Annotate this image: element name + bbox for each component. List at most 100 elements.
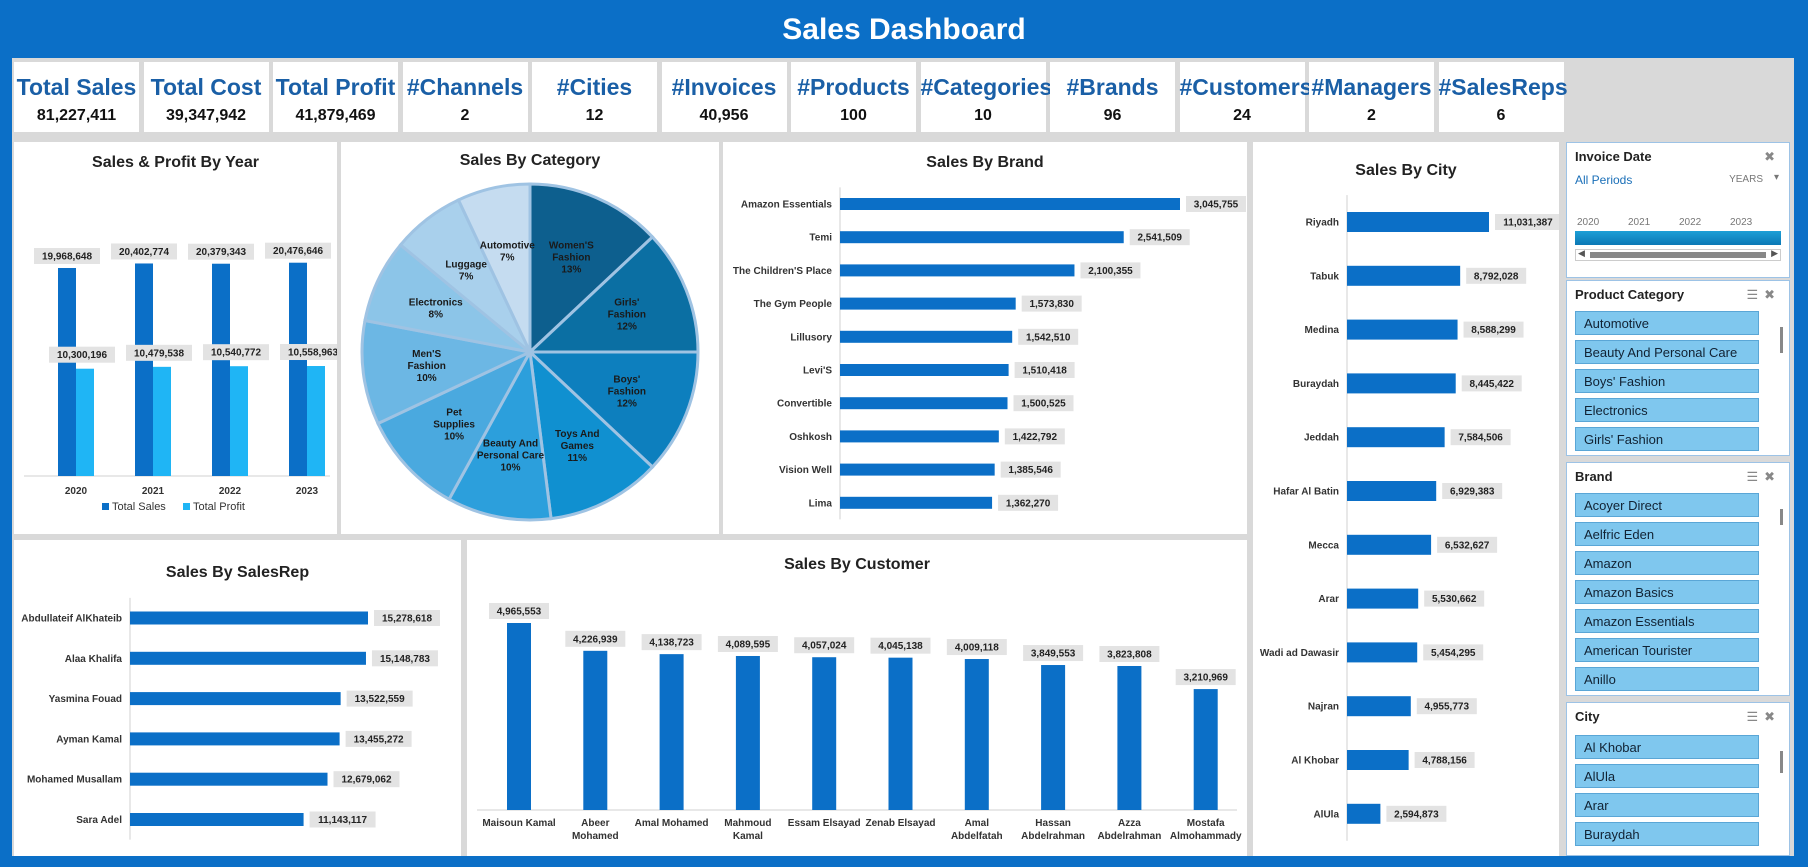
bar-total-sales	[135, 263, 153, 476]
bar	[130, 651, 366, 665]
all-periods-label: All Periods	[1575, 173, 1633, 187]
data-label: 2,541,509	[1137, 233, 1182, 244]
kpi-value: 40,956	[699, 107, 749, 124]
bar	[812, 657, 837, 810]
data-label: 1,385,546	[1008, 465, 1053, 476]
data-label: 20,476,646	[273, 246, 323, 257]
multi-select-icon[interactable]: ☰✖	[1746, 287, 1781, 302]
data-label-bg	[641, 634, 702, 651]
invoice-date-slicer[interactable]: Invoice Date ✖ All Periods YEARS ▾ 2020 2…	[1566, 142, 1790, 278]
bar	[130, 772, 328, 786]
chevron-down-icon[interactable]: ▾	[1773, 172, 1779, 183]
slicer-item[interactable]: Acoyer Direct	[1575, 493, 1759, 517]
data-label-bg	[1023, 645, 1084, 662]
multi-select-icon[interactable]: ☰✖	[1746, 709, 1781, 724]
kpi-value: 96	[1103, 107, 1122, 124]
slicer-item[interactable]: Amazon Basics	[1575, 580, 1759, 604]
slicer-item[interactable]: Beauty And Personal Care	[1575, 340, 1759, 364]
x-tick-label: Amal	[965, 818, 990, 829]
bar	[1347, 481, 1437, 501]
slicer-item[interactable]: Buraydah	[1575, 822, 1759, 846]
x-tick-label: 2022	[219, 486, 242, 497]
bar	[1117, 665, 1142, 810]
kpi-label: #Products	[797, 74, 910, 100]
city-slicer[interactable]: City ☰✖ Al Khobar AlUla Arar Buraydah	[1566, 702, 1790, 856]
x-tick-label: Mohamed	[572, 831, 619, 842]
bar-total-profit	[230, 366, 248, 476]
slicer-scrollbar[interactable]	[1780, 327, 1783, 353]
data-label: 1,500,525	[1021, 399, 1066, 410]
timeline-bar[interactable]	[1575, 231, 1781, 245]
bar	[1347, 373, 1456, 394]
slicer-item[interactable]: Amazon	[1575, 551, 1759, 575]
data-label: 5,530,662	[1432, 594, 1477, 605]
pie-slice	[456, 182, 532, 353]
sales-by-category-chart: Women'SFashion13%Girls'Fashion12%Boys'Fa…	[360, 182, 700, 522]
legend-swatch-total-sales	[102, 503, 109, 510]
slicer-item[interactable]: Automotive	[1575, 311, 1759, 335]
x-tick-label: Kamal	[733, 831, 763, 842]
bar-total-profit	[307, 366, 325, 476]
slicer-item[interactable]: Al Khobar	[1575, 735, 1759, 759]
x-tick-label: Azza	[1118, 818, 1141, 829]
slicer-item[interactable]: Girls' Fashion	[1575, 427, 1759, 451]
bar	[507, 623, 531, 810]
slicer-scrollbar[interactable]	[1780, 751, 1783, 773]
slicer-item[interactable]: AlUla	[1575, 764, 1759, 788]
data-label: 3,045,755	[1194, 200, 1239, 211]
bar	[1347, 803, 1381, 824]
slicer-item[interactable]: Electronics	[1575, 398, 1759, 422]
data-label: 8,445,422	[1469, 379, 1514, 390]
data-label-bg	[1424, 590, 1485, 607]
bar	[840, 463, 995, 476]
slicer-item[interactable]: Anillo	[1575, 667, 1759, 691]
time-level-select[interactable]: YEARS	[1729, 174, 1763, 185]
kpi-label: Total Profit	[275, 74, 396, 100]
data-label: 6,532,627	[1445, 540, 1490, 551]
x-tick-label: Abdelfatah	[951, 831, 1003, 842]
y-tick-label: Sara Adel	[76, 815, 122, 826]
slice-label: 13%	[561, 264, 581, 275]
data-label: 10,479,538	[134, 348, 184, 359]
slicer-scrollbar[interactable]	[1780, 509, 1783, 525]
multi-select-icon[interactable]: ☰✖	[1746, 469, 1781, 484]
data-label-bg	[188, 243, 254, 260]
data-label-bg	[794, 637, 855, 654]
data-label-bg	[1013, 395, 1074, 412]
clear-filter-icon[interactable]: ✖	[1764, 149, 1781, 164]
data-label-bg	[1004, 428, 1065, 445]
slice-label: Girls'	[614, 298, 639, 309]
sales-by-customer-chart: 4,965,553 Maisoun Kamal 4,226,939 Abeer Moha…	[477, 603, 1242, 842]
product-category-slicer[interactable]: Product Category ☰✖ Automotive Beauty And…	[1566, 280, 1790, 456]
y-tick-label: Arar	[1318, 594, 1339, 605]
data-label-bg	[203, 344, 269, 361]
scroll-thumb[interactable]	[1590, 252, 1766, 258]
scroll-right-icon[interactable]: ▶	[1771, 248, 1778, 258]
x-tick-label: 2021	[142, 486, 165, 497]
scroll-left-icon[interactable]: ◀	[1578, 248, 1585, 258]
slicer-item[interactable]: Arar	[1575, 793, 1759, 817]
slicer-item[interactable]: Aelfric Eden	[1575, 522, 1759, 546]
kpi-value: 10	[974, 107, 992, 124]
data-label: 4,089,595	[726, 639, 771, 650]
slicer-item[interactable]: American Tourister	[1575, 638, 1759, 662]
data-label: 20,379,343	[196, 247, 246, 258]
data-label-bg	[126, 344, 192, 361]
x-tick-label: Abdelrahman	[1097, 831, 1161, 842]
timeline-year-label: 2020	[1577, 217, 1600, 228]
slice-label: 10%	[444, 431, 464, 442]
timeline-year-label: 2021	[1628, 217, 1651, 228]
bar	[1347, 696, 1411, 717]
pie-slice	[527, 348, 655, 521]
data-label: 13,455,272	[354, 734, 404, 745]
kpi-card: #Products 100	[791, 62, 916, 132]
slicer-item[interactable]: Boys' Fashion	[1575, 369, 1759, 393]
data-label: 4,045,138	[878, 641, 923, 652]
timeline-scrollbar[interactable]: ◀ ▶	[1575, 248, 1781, 261]
x-tick-label: Hassan	[1035, 818, 1071, 829]
legend-swatch-total-profit	[183, 503, 190, 510]
sales-by-salesrep-panel: Sales By SalesRep Abdullateif AlKhateib 1…	[14, 540, 461, 856]
brand-slicer[interactable]: Brand ☰✖ Acoyer Direct Aelfric Eden Amazon…	[1566, 462, 1790, 696]
slicer-item[interactable]: Amazon Essentials	[1575, 609, 1759, 633]
slice-label: Games	[561, 441, 595, 452]
